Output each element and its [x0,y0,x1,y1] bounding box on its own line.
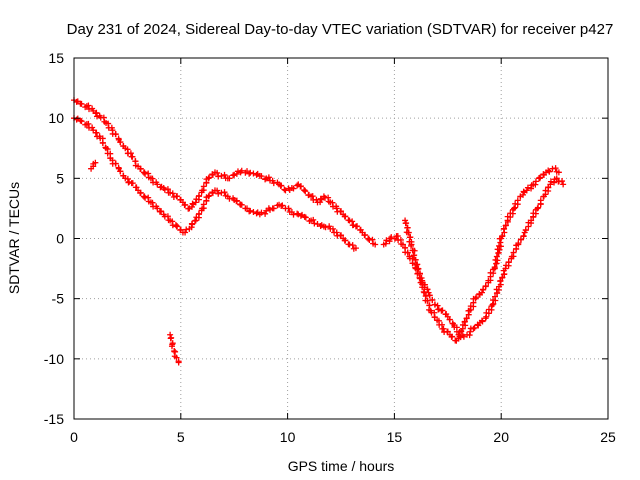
series-track-d [402,165,562,344]
series-track-a [71,97,379,248]
x-tick-label: 0 [70,429,78,445]
chart-title: Day 231 of 2024, Sidereal Day-to-day VTE… [67,21,614,38]
x-tick-label: 25 [600,429,616,445]
x-tick-label: 5 [177,429,185,445]
series-track-e [167,331,182,366]
data-points [71,97,567,366]
y-tick-label: 15 [48,50,64,66]
axis-ticks: 0 5 10 15 20 25 -15 -10 -5 0 5 10 15 [44,50,616,445]
y-tick-label: 0 [56,231,64,247]
grid [74,58,608,419]
x-tick-label: 20 [493,429,509,445]
y-tick-label: 10 [48,110,64,126]
x-tick-label: 10 [280,429,296,445]
x-axis-label: GPS time / hours [288,458,395,474]
y-axis-label: SDTVAR / TECUs [6,182,22,294]
y-tick-label: -5 [52,291,65,307]
series-track-c [380,175,567,341]
y-tick-label: -10 [44,351,64,367]
x-tick-label: 15 [387,429,403,445]
y-tick-label: -15 [44,411,64,427]
series-track-f [88,159,99,172]
series-track-b [71,115,359,252]
y-tick-label: 5 [56,170,64,186]
